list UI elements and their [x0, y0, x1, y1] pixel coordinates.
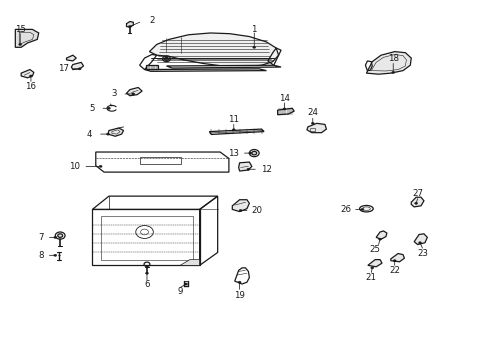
Polygon shape: [238, 162, 251, 171]
Circle shape: [184, 283, 187, 285]
Circle shape: [78, 68, 81, 70]
Polygon shape: [277, 108, 294, 115]
Text: 22: 22: [388, 266, 399, 275]
Text: 1: 1: [251, 25, 257, 34]
Text: 21: 21: [365, 273, 376, 282]
Circle shape: [164, 57, 168, 60]
Polygon shape: [209, 129, 264, 134]
Circle shape: [232, 129, 235, 131]
Text: 17: 17: [58, 64, 68, 73]
Circle shape: [29, 75, 32, 77]
Polygon shape: [146, 65, 158, 69]
Polygon shape: [306, 123, 326, 133]
Text: 12: 12: [261, 165, 271, 174]
Text: 13: 13: [228, 149, 239, 158]
Circle shape: [246, 168, 249, 170]
Polygon shape: [21, 69, 34, 78]
Polygon shape: [390, 253, 404, 262]
Text: 23: 23: [416, 249, 427, 258]
Polygon shape: [15, 30, 39, 47]
Polygon shape: [126, 22, 133, 27]
Polygon shape: [375, 231, 386, 239]
Text: 6: 6: [144, 280, 149, 289]
Polygon shape: [367, 260, 381, 267]
Polygon shape: [66, 55, 76, 61]
Polygon shape: [232, 200, 249, 212]
Polygon shape: [126, 87, 142, 96]
Text: 26: 26: [340, 205, 351, 214]
Text: 16: 16: [25, 82, 36, 91]
Bar: [310, 128, 315, 131]
Circle shape: [54, 236, 57, 238]
Circle shape: [283, 108, 285, 110]
Text: 2: 2: [149, 16, 154, 25]
Circle shape: [54, 254, 57, 256]
Circle shape: [418, 242, 421, 244]
Circle shape: [58, 234, 62, 237]
Text: 20: 20: [251, 206, 262, 215]
Circle shape: [99, 165, 102, 167]
Circle shape: [251, 151, 256, 155]
Circle shape: [239, 210, 242, 212]
Polygon shape: [166, 65, 281, 68]
Polygon shape: [144, 69, 266, 71]
Polygon shape: [149, 33, 278, 67]
Circle shape: [238, 281, 241, 283]
Polygon shape: [413, 234, 427, 244]
Text: 9: 9: [177, 287, 183, 296]
Circle shape: [311, 122, 314, 125]
Circle shape: [391, 71, 394, 73]
Circle shape: [128, 26, 131, 28]
Circle shape: [132, 93, 135, 95]
Text: 19: 19: [234, 291, 244, 300]
Circle shape: [378, 238, 381, 240]
Text: 7: 7: [38, 233, 43, 242]
Circle shape: [19, 43, 21, 45]
Polygon shape: [71, 62, 83, 69]
Text: 8: 8: [38, 251, 43, 260]
Text: 3: 3: [111, 89, 116, 98]
Circle shape: [248, 152, 251, 154]
Text: 18: 18: [387, 54, 398, 63]
Ellipse shape: [359, 206, 372, 212]
Circle shape: [145, 272, 148, 274]
Text: 14: 14: [279, 94, 289, 103]
Circle shape: [106, 133, 109, 135]
Text: 15: 15: [15, 25, 26, 34]
Text: 5: 5: [89, 104, 95, 113]
Text: 11: 11: [228, 115, 239, 124]
Text: 10: 10: [69, 162, 80, 171]
Circle shape: [360, 208, 363, 211]
Text: 24: 24: [306, 108, 318, 117]
Text: 4: 4: [86, 130, 92, 139]
Circle shape: [107, 107, 110, 109]
Bar: [140, 157, 181, 164]
Circle shape: [414, 202, 417, 204]
Circle shape: [252, 46, 255, 48]
Polygon shape: [180, 260, 199, 265]
Circle shape: [392, 260, 395, 262]
Text: 25: 25: [369, 246, 380, 255]
Polygon shape: [366, 51, 410, 74]
Circle shape: [370, 267, 373, 269]
Polygon shape: [108, 128, 123, 136]
Polygon shape: [410, 197, 423, 207]
Text: 27: 27: [411, 189, 422, 198]
